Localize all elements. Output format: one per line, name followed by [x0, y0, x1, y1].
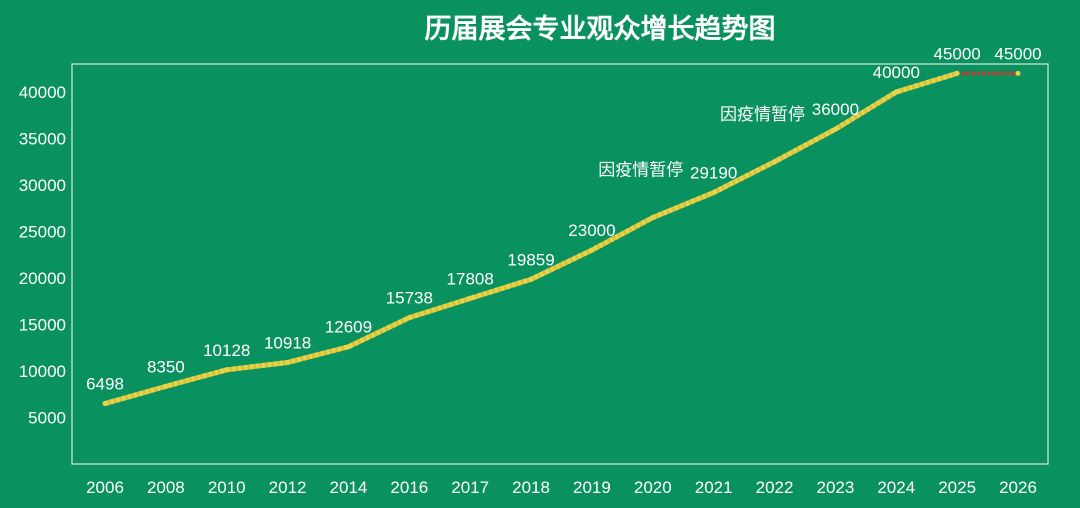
x-tick-label: 2012	[269, 478, 307, 497]
x-tick-label: 2019	[573, 478, 611, 497]
y-tick-label: 5000	[28, 409, 66, 428]
x-tick-label: 2022	[756, 478, 794, 497]
x-tick-label: 2018	[512, 478, 550, 497]
data-point	[1015, 70, 1021, 76]
data-label: 15738	[386, 289, 433, 308]
x-tick-label: 2021	[695, 478, 733, 497]
data-label: 19859	[507, 250, 554, 269]
chart-title: 历届展会专业观众增长趋势图	[425, 13, 776, 45]
data-point	[772, 159, 778, 165]
data-label: 45000	[933, 44, 980, 63]
x-tick-label: 2017	[451, 478, 489, 497]
x-tick-label: 2026	[999, 478, 1037, 497]
x-tick-label: 2010	[208, 478, 246, 497]
x-tick-label: 2023	[816, 478, 854, 497]
data-label: 45000	[994, 44, 1041, 63]
data-point	[102, 401, 108, 407]
data-label: 29190	[690, 164, 737, 183]
y-tick-label: 35000	[19, 130, 66, 149]
data-label: 8350	[147, 357, 185, 376]
data-label: 12609	[325, 318, 372, 337]
data-point	[528, 276, 534, 282]
x-tick-label: 2006	[86, 478, 124, 497]
x-tick-label: 2008	[147, 478, 185, 497]
x-tick-label: 2014	[330, 478, 368, 497]
data-point	[589, 247, 595, 253]
y-tick-label: 30000	[19, 176, 66, 195]
data-label: 17808	[447, 269, 494, 288]
x-tick-label: 2025	[938, 478, 976, 497]
y-tick-label: 10000	[19, 362, 66, 381]
data-point	[711, 190, 717, 196]
data-point	[345, 344, 351, 350]
y-tick-label: 25000	[19, 223, 66, 242]
data-label: 40000	[873, 63, 920, 82]
data-point	[650, 215, 656, 221]
data-label: 6498	[86, 375, 124, 394]
data-point	[893, 89, 899, 95]
data-point	[163, 383, 169, 389]
pause-annotation: 因疫情暂停	[720, 105, 805, 125]
data-label: 10918	[264, 333, 311, 352]
x-tick-label: 2016	[390, 478, 428, 497]
x-tick-label: 2020	[634, 478, 672, 497]
data-label: 10128	[203, 341, 250, 360]
data-label: 23000	[568, 221, 615, 240]
data-point	[832, 126, 838, 132]
data-point	[954, 70, 960, 76]
x-tick-label: 2024	[877, 478, 915, 497]
plot-frame	[71, 63, 1049, 465]
y-tick-label: 40000	[19, 83, 66, 102]
data-point	[406, 315, 412, 321]
data-point	[285, 359, 291, 365]
data-point	[224, 367, 230, 373]
y-tick-label: 20000	[19, 269, 66, 288]
data-point	[467, 295, 473, 301]
pause-annotation: 因疫情暂停	[598, 161, 683, 181]
data-label: 36000	[812, 100, 859, 119]
y-tick-label: 15000	[19, 316, 66, 335]
